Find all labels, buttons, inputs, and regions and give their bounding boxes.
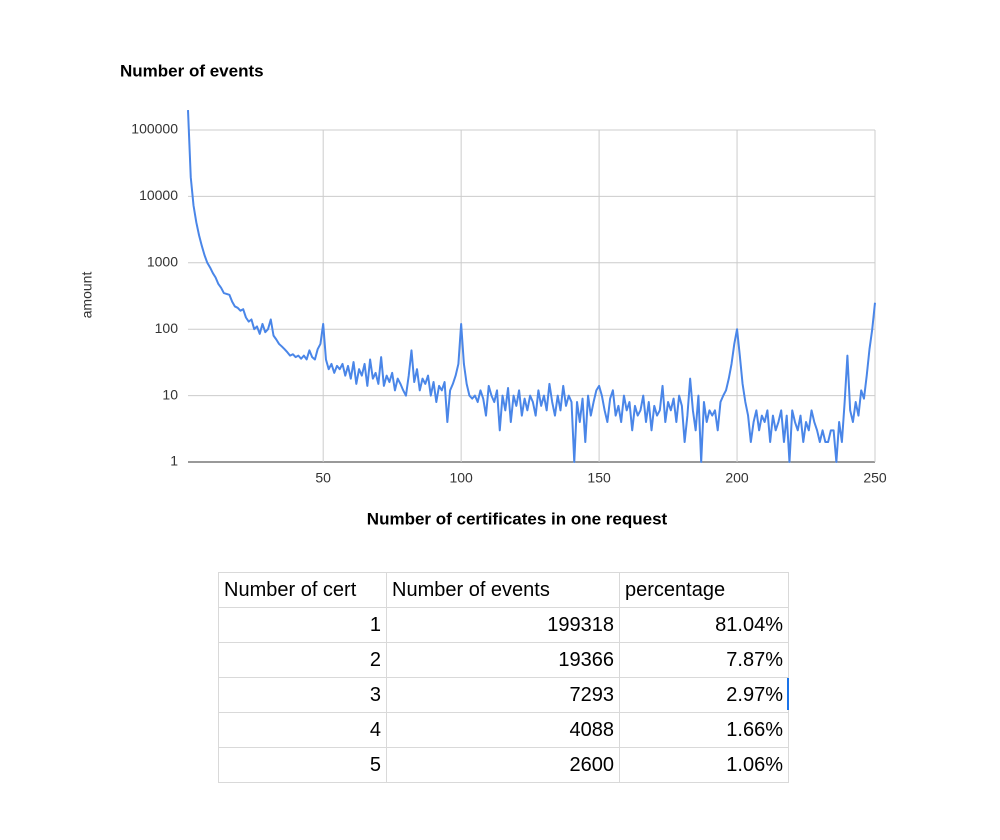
table-cell: 7293	[386, 677, 620, 713]
table-row: 5 2600 1.06%	[218, 747, 789, 783]
header-cell: Number of events	[386, 572, 620, 608]
table-cell: 4088	[386, 712, 620, 748]
table-row: 2 19366 7.87%	[218, 642, 789, 678]
y-tick-label: 100	[155, 320, 179, 336]
y-tick-label: 100000	[131, 121, 178, 137]
table-row: 3 7293 2.97%	[218, 677, 789, 713]
table-cell: 2	[218, 642, 387, 678]
chart-title: Number of events	[120, 61, 264, 80]
header-cell: percentage	[619, 572, 789, 608]
cell-cursor	[787, 678, 789, 710]
y-axis-label: amount	[79, 272, 95, 319]
table-row: 4 4088 1.66%	[218, 712, 789, 748]
x-tick-label: 250	[863, 470, 887, 486]
x-tick-label: 50	[315, 470, 331, 486]
table-cell: 1.06%	[619, 747, 789, 783]
table-cell: 7.87%	[619, 642, 789, 678]
y-tick-label: 1	[170, 453, 178, 469]
table-cell: 2.97%	[619, 677, 789, 713]
y-tick-label: 10	[162, 386, 178, 402]
table-cell: 4	[218, 712, 387, 748]
x-tick-label: 200	[725, 470, 749, 486]
table-cell: 1.66%	[619, 712, 789, 748]
y-tick-label: 10000	[139, 187, 178, 203]
table-cell: 81.04%	[619, 607, 789, 643]
table-cell: 19366	[386, 642, 620, 678]
table-cell: 5	[218, 747, 387, 783]
table-cell: 1	[218, 607, 387, 643]
chart: Number of events Number of certificates …	[79, 61, 887, 528]
x-tick-label: 100	[449, 470, 473, 486]
table-cell: 3	[218, 677, 387, 713]
x-axis-label: Number of certificates in one request	[367, 509, 668, 528]
data-line	[187, 110, 876, 463]
table-header: Number of cert Number of events percenta…	[218, 572, 789, 608]
header-cell: Number of cert	[218, 572, 387, 608]
x-tick-label: 150	[587, 470, 611, 486]
table-row: 1 199318 81.04%	[218, 607, 789, 643]
y-tick-label: 1000	[147, 253, 178, 269]
table-cell: 2600	[386, 747, 620, 783]
table-cell: 199318	[386, 607, 620, 643]
data-table: Number of cert Number of events percenta…	[218, 572, 789, 783]
